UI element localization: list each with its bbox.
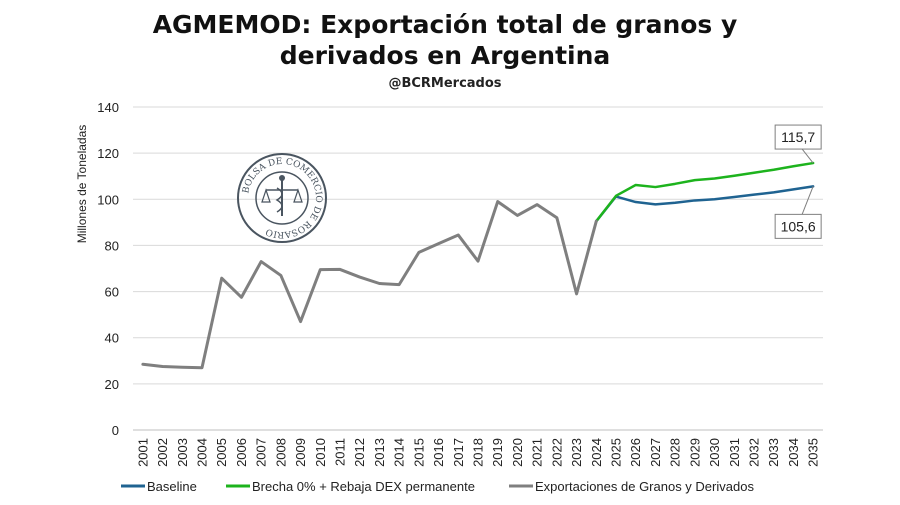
y-tick-label: 80 (105, 238, 119, 253)
series-line-exportaciones-de-granos-y-derivados (141, 200, 598, 370)
callout-label: 115,7 (781, 129, 815, 145)
x-tick-label: 2018 (471, 438, 486, 467)
y-tick-label: 140 (97, 100, 119, 115)
series-lines (141, 161, 815, 370)
x-tick-label: 2002 (155, 438, 170, 467)
x-tick-label: 2027 (648, 438, 663, 467)
x-tick-label: 2030 (707, 438, 722, 467)
x-tick-label: 2009 (293, 438, 308, 467)
series-line-baseline (595, 185, 815, 223)
x-tick-label: 2022 (549, 438, 564, 467)
x-tick-label: 2029 (687, 438, 702, 467)
legend: Baseline Brecha 0% + Rebaja DEX permanent… (121, 479, 754, 494)
y-tick-label: 0 (112, 423, 119, 438)
x-tick-label: 2007 (254, 438, 269, 467)
x-tick-label: 2011 (333, 438, 348, 466)
x-axis-ticks: 2001 2002 2003 2004 2005 2006 2007 2008 2009 2010… (135, 438, 820, 467)
x-tick-label: 2015 (411, 438, 426, 467)
x-tick-label: 2013 (372, 438, 387, 467)
x-tick-label: 2003 (175, 438, 190, 467)
x-tick-label: 2028 (668, 438, 683, 467)
legend-label: Exportaciones de Granos y Derivados (535, 479, 754, 494)
legend-label: Brecha 0% + Rebaja DEX permanente (252, 479, 475, 494)
legend-label: Baseline (147, 479, 197, 494)
y-axis-label: Millones de Toneladas (75, 125, 89, 244)
callout-box (774, 124, 822, 150)
x-tick-label: 2026 (628, 438, 643, 467)
chart-title-line-1: AGMEMOD: Exportación total de granos y (153, 10, 738, 39)
y-tick-label: 120 (97, 146, 119, 161)
x-tick-label: 2004 (195, 438, 210, 467)
callout-leader (801, 148, 814, 164)
x-tick-label: 2019 (490, 438, 505, 467)
x-tick-label: 2035 (806, 438, 821, 467)
x-tick-label: 2034 (786, 438, 801, 467)
bcr-seal-logo: BOLSA DE COMERCIO DE ROSARIO (237, 153, 327, 243)
x-tick-label: 2006 (234, 438, 249, 467)
x-tick-label: 2010 (313, 438, 328, 467)
y-axis-ticks: 0 20 40 60 80 100 120 140 (97, 100, 119, 438)
x-tick-label: 2021 (530, 438, 545, 467)
x-tick-label: 2023 (569, 438, 584, 467)
callout-label: 105,6 (781, 218, 816, 234)
x-tick-label: 2008 (273, 438, 288, 467)
x-tick-label: 2020 (510, 438, 525, 467)
x-tick-label: 2017 (451, 438, 466, 467)
y-tick-label: 100 (97, 192, 119, 207)
series-line-brecha-0-rebaja-dex-permanente (595, 161, 815, 223)
x-tick-label: 2005 (214, 438, 229, 467)
y-tick-label: 60 (105, 285, 119, 300)
y-tick-label: 40 (105, 331, 119, 346)
y-tick-label: 20 (105, 377, 119, 392)
chart-title-line-2: derivados en Argentina (280, 41, 611, 70)
callout-box (774, 213, 822, 239)
gridlines (133, 106, 823, 431)
x-tick-label: 2031 (727, 438, 742, 467)
x-tick-label: 2024 (589, 438, 604, 467)
x-tick-label: 2032 (747, 438, 762, 467)
x-tick-label: 2014 (392, 438, 407, 467)
x-tick-label: 2016 (431, 438, 446, 467)
callout-leader (801, 186, 814, 215)
value-callouts: 115,7 105,6 (774, 124, 822, 239)
x-tick-label: 2001 (135, 438, 150, 467)
x-tick-label: 2012 (352, 438, 367, 467)
x-tick-label: 2025 (609, 438, 624, 467)
chart-subtitle: @BCRMercados (388, 76, 501, 91)
x-tick-label: 2033 (766, 438, 781, 467)
